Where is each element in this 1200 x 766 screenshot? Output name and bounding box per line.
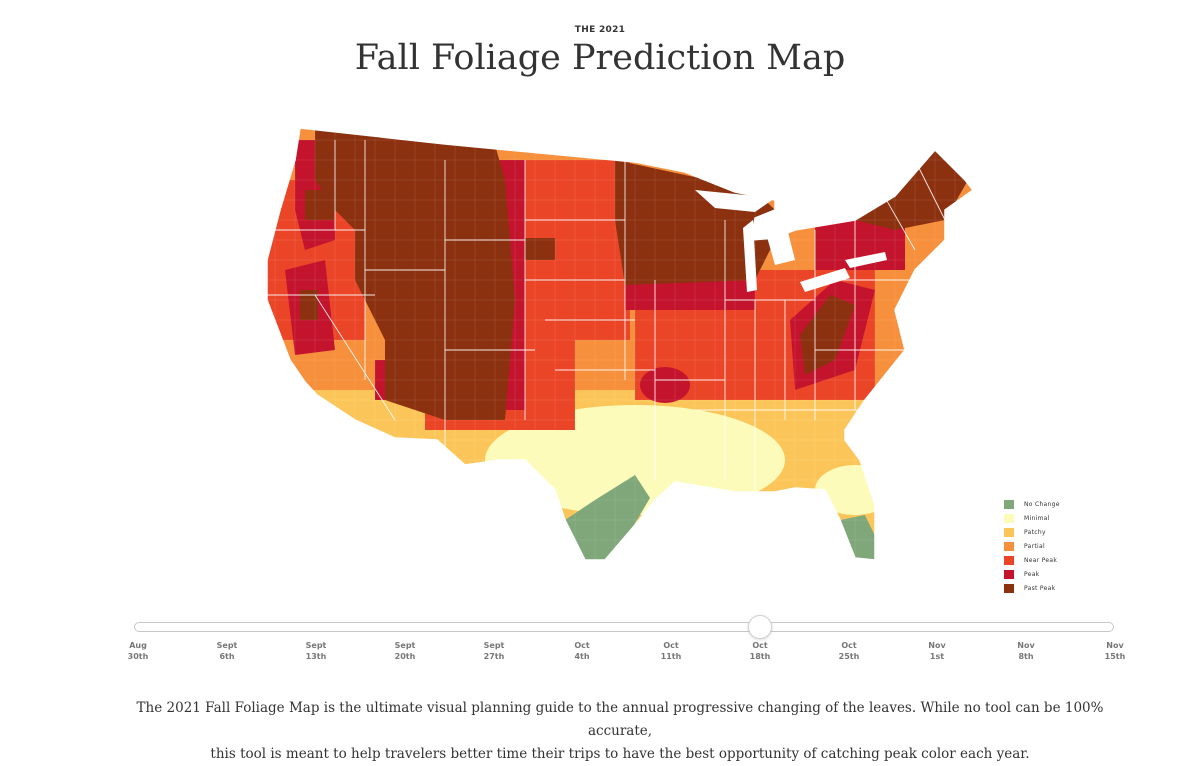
legend-item-partial: Partial [1004, 539, 1060, 553]
tick-month: Sept [483, 641, 505, 650]
tick-month: Sept [216, 641, 238, 650]
tick-month: Nov [1106, 641, 1124, 650]
tick-day: 6th [219, 652, 235, 661]
tick-month: Oct [574, 641, 590, 650]
tick-day: 25th [838, 652, 860, 661]
tick-day: 4th [574, 652, 590, 661]
map-legend: No Change Minimal Patchy Partial Near Pe… [1004, 497, 1060, 595]
tick-month: Sept [394, 641, 416, 650]
tick-day: 1st [929, 652, 945, 661]
tick-day: 18th [749, 652, 771, 661]
legend-item-minimal: Minimal [1004, 511, 1060, 525]
timeline-tick[interactable]: Nov 1st [907, 640, 967, 662]
tick-month: Oct [752, 641, 768, 650]
legend-item-patchy: Patchy [1004, 525, 1060, 539]
timeline-tick[interactable]: Nov 8th [996, 640, 1056, 662]
tick-month: Oct [841, 641, 857, 650]
legend-label: Past Peak [1024, 584, 1056, 592]
slider-thumb[interactable] [748, 615, 772, 639]
timeline-tick[interactable]: Sept 6th [197, 640, 257, 662]
legend-swatch [1004, 499, 1014, 509]
legend-label: Patchy [1024, 528, 1046, 536]
legend-swatch [1004, 541, 1014, 551]
tick-day: 15th [1104, 652, 1126, 661]
legend-swatch [1004, 555, 1014, 565]
tick-month: Oct [663, 641, 679, 650]
timeline-tick[interactable]: Oct 25th [819, 640, 879, 662]
timeline-tick[interactable]: Aug 30th [108, 640, 168, 662]
legend-swatch [1004, 569, 1014, 579]
us-foliage-map[interactable] [255, 120, 985, 575]
legend-item-near-peak: Near Peak [1004, 553, 1060, 567]
tick-day: 30th [127, 652, 149, 661]
legend-label: Near Peak [1024, 556, 1058, 564]
tick-day: 8th [1018, 652, 1034, 661]
tick-month: Nov [928, 641, 946, 650]
legend-label: Partial [1024, 542, 1045, 550]
legend-item-peak: Peak [1004, 567, 1060, 581]
slider-track[interactable] [134, 622, 1114, 632]
tick-month: Sept [305, 641, 327, 650]
timeline-tick[interactable]: Sept 27th [464, 640, 524, 662]
description-line: this tool is meant to help travelers bet… [210, 746, 1030, 762]
legend-label: Peak [1024, 570, 1040, 578]
date-slider[interactable] [134, 615, 1114, 639]
tick-day: 20th [394, 652, 416, 661]
page-title: Fall Foliage Prediction Map [354, 38, 846, 78]
timeline-tick[interactable]: Sept 13th [286, 640, 346, 662]
timeline-tick[interactable]: Oct 4th [552, 640, 612, 662]
eyebrow-label: THE 2021 [574, 25, 626, 35]
tick-month: Nov [1017, 641, 1035, 650]
legend-label: No Change [1024, 500, 1060, 508]
tick-day: 27th [483, 652, 505, 661]
legend-item-no-change: No Change [1004, 497, 1060, 511]
legend-swatch [1004, 583, 1014, 593]
description: The 2021 Fall Foliage Map is the ultimat… [120, 697, 1120, 766]
legend-swatch [1004, 527, 1014, 537]
timeline-tick[interactable]: Oct 11th [641, 640, 701, 662]
description-line: The 2021 Fall Foliage Map is the ultimat… [136, 700, 1104, 739]
tick-day: 13th [305, 652, 327, 661]
tick-month: Aug [129, 641, 147, 650]
tick-day: 11th [660, 652, 682, 661]
legend-swatch [1004, 513, 1014, 523]
legend-label: Minimal [1024, 514, 1050, 522]
legend-item-past-peak: Past Peak [1004, 581, 1060, 595]
timeline-tick-selected[interactable]: Oct 18th [730, 640, 790, 662]
timeline-tick[interactable]: Nov 15th [1085, 640, 1145, 662]
timeline-tick[interactable]: Sept 20th [375, 640, 435, 662]
